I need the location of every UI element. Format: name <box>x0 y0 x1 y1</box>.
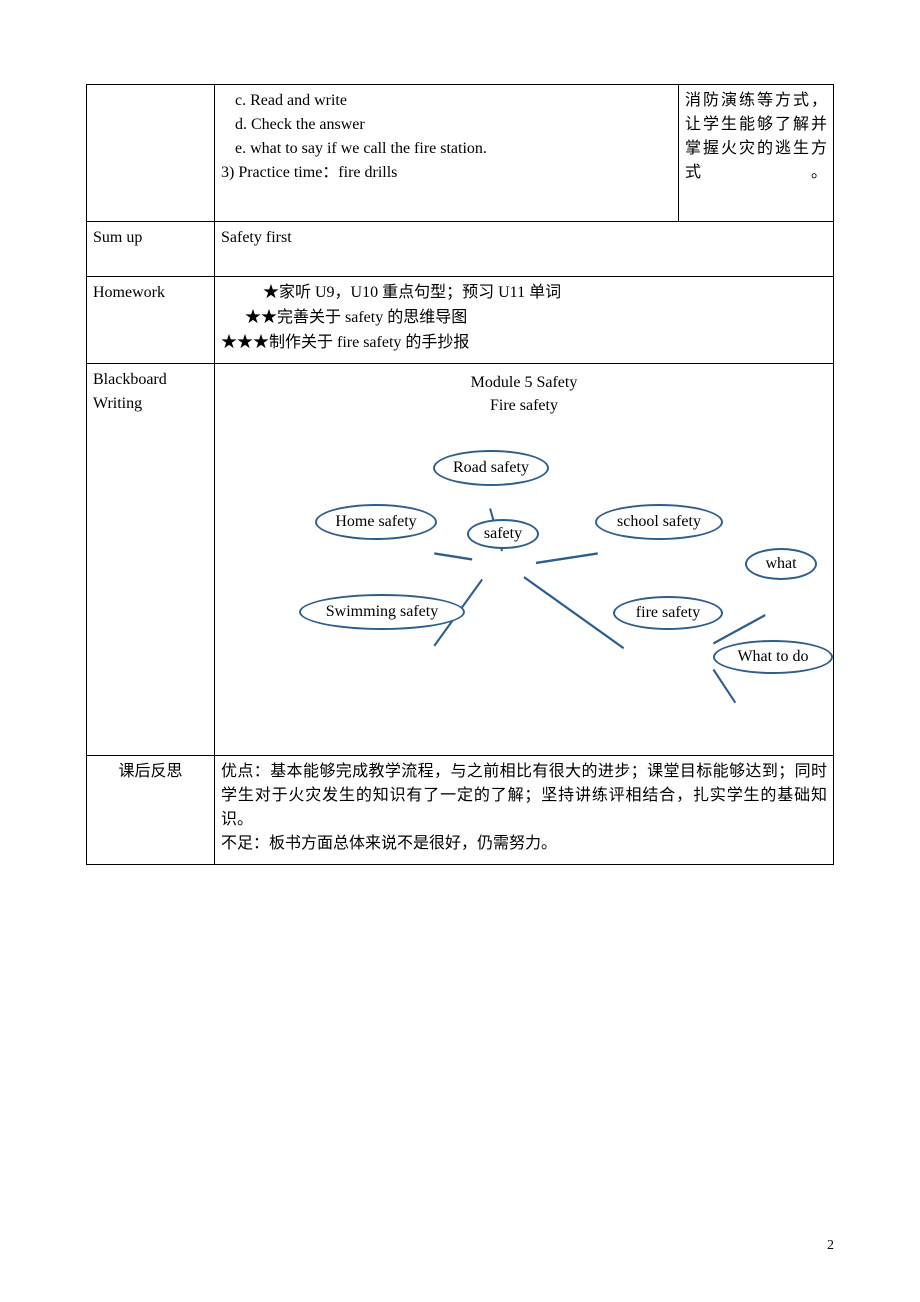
note-text: 消防演练等方式，让学生能够了解并掌握火灾的逃生方式。 <box>685 89 827 185</box>
homework-line3: ★★★制作关于 fire safety 的手抄报 <box>221 331 827 356</box>
page: c. Read and write d. Check the answer e.… <box>0 0 920 1302</box>
sumup-text: Safety first <box>221 226 827 250</box>
row-activities-content: c. Read and write d. Check the answer e.… <box>215 85 679 222</box>
blackboard-content: Module 5 Safety Fire safety safetyRoad s… <box>215 364 834 756</box>
sumup-label: Sum up <box>87 222 215 277</box>
row-blackboard: BlackboardWriting Module 5 Safety Fire s… <box>87 364 834 756</box>
reflect-content: 优点：基本能够完成教学流程，与之前相比有很大的进步；课堂目标能够达到；同时学生对… <box>215 756 834 865</box>
blackboard-label-text: BlackboardWriting <box>93 368 208 416</box>
homework-line1: ★家听 U9，U10 重点句型；预习 U11 单词 <box>221 281 827 306</box>
row-sumup: Sum up Safety first <box>87 222 834 277</box>
homework-content: ★家听 U9，U10 重点句型；预习 U11 单词 ★★完善关于 safety … <box>215 277 834 364</box>
row-activities: c. Read and write d. Check the answer e.… <box>87 85 834 222</box>
spacer <box>221 185 672 213</box>
activity-e: e. what to say if we call the fire stati… <box>221 137 672 161</box>
row-reflect: 课后反思 优点：基本能够完成教学流程，与之前相比有很大的进步；课堂目标能够达到；… <box>87 756 834 865</box>
homework-label: Homework <box>87 277 215 364</box>
activity-practice: 3) Practice time：fire drills <box>221 161 672 185</box>
spacer <box>221 250 827 268</box>
row-homework: Homework ★家听 U9，U10 重点句型；预习 U11 单词 ★★完善关… <box>87 277 834 364</box>
row-activities-label <box>87 85 215 222</box>
activity-c: c. Read and write <box>221 89 672 113</box>
activity-d: d. Check the answer <box>221 113 672 137</box>
page-number: 2 <box>827 1238 834 1254</box>
sumup-content: Safety first <box>215 222 834 277</box>
reflect-text1: 优点：基本能够完成教学流程，与之前相比有很大的进步；课堂目标能够达到；同时学生对… <box>221 760 827 832</box>
reflect-text2: 不足：板书方面总体来说不是很好，仍需努力。 <box>221 832 827 856</box>
homework-line2: ★★完善关于 safety 的思维导图 <box>221 306 827 331</box>
reflect-label: 课后反思 <box>87 756 215 865</box>
row-activities-note: 消防演练等方式，让学生能够了解并掌握火灾的逃生方式。 <box>679 85 834 222</box>
diagram-edges <box>215 364 833 755</box>
lesson-table: c. Read and write d. Check the answer e.… <box>86 84 834 865</box>
blackboard-label: BlackboardWriting <box>87 364 215 756</box>
safety-diagram: safetyRoad safetyHome safetyschool safet… <box>215 364 833 755</box>
